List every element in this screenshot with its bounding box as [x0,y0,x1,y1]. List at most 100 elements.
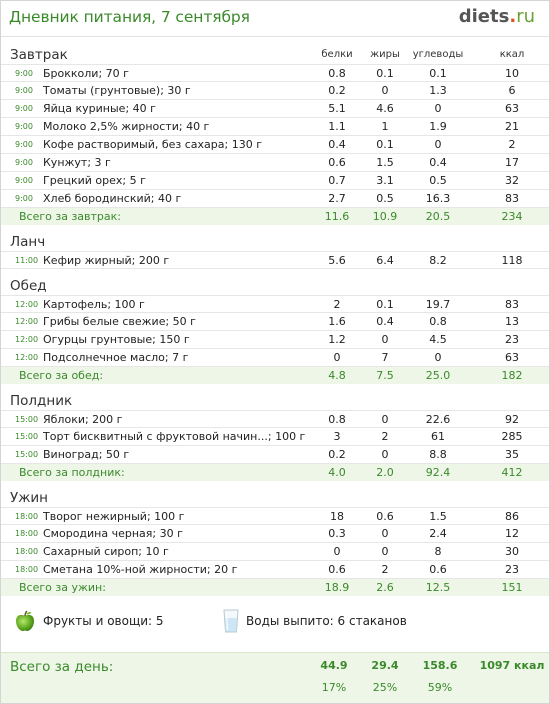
carbs-value: 1.9 [429,120,447,133]
protein-column-header: белки [321,49,353,60]
food-name[interactable]: Картофель; 100 г [43,298,145,311]
protein-value: 0.2 [328,448,346,461]
meal-total-row: Всего за ужин: 18.9 2.6 12.5 151 [1,579,549,596]
food-row[interactable]: 15:00 Виноград; 50 г 0.2 0 8.8 35 [1,446,549,464]
food-name[interactable]: Смородина черная; 30 г [43,527,183,540]
kcal-value: 2 [508,138,516,151]
header: Дневник питания, 7 сентября diets.ru [1,1,549,37]
food-name[interactable]: Молоко 2,5% жирности; 40 г [43,120,210,133]
page-title: Дневник питания, 7 сентября [9,8,250,26]
food-row[interactable]: 18:00 Сметана 10%-ной жирности; 20 г 0.6 2 0… [1,561,549,579]
kcal-value: 63 [505,351,519,364]
food-name[interactable]: Виноград; 50 г [43,448,130,461]
fruits-vegetables-count: Фрукты и овощи: 5 [43,614,164,628]
food-name[interactable]: Огурцы грунтовые; 150 г [43,333,190,346]
fat-column-header: жиры [370,49,400,60]
fat-value: 0.1 [376,298,394,311]
food-name[interactable]: Кунжут; 3 г [43,156,111,169]
fat-value: 6.4 [376,254,394,267]
meal-title: Завтрак [10,47,68,63]
meal-total-label: Всего за ужин: [19,581,106,594]
food-name[interactable]: Брокколи; 70 г [43,67,129,80]
total-kcal: 151 [501,581,523,594]
food-row[interactable]: 12:00 Грибы белые свежие; 50 г 1.6 0.4 0.8 13 [1,313,549,331]
food-name[interactable]: Грецкий орех; 5 г [43,174,146,187]
food-name[interactable]: Подсолнечное масло; 7 г [43,351,189,364]
protein-value: 0.7 [328,174,346,187]
fat-value: 1 [381,120,389,133]
day-total-protein: 44.9 [320,659,348,672]
food-name[interactable]: Хлеб бородинский; 40 г [43,192,182,205]
protein-value: 5.1 [328,102,346,115]
food-row[interactable]: 18:00 Сахарный сироп; 10 г 0 0 8 30 [1,543,549,561]
water-drunk-count: Воды выпито: 6 стаканов [246,614,407,628]
kcal-value: 6 [508,84,516,97]
meal-time: 18:00 [15,512,39,521]
carbs-value: 1.3 [429,84,447,97]
total-protein: 18.9 [324,581,350,594]
fat-value: 0 [381,413,389,426]
food-row[interactable]: 18:00 Творог нежирный; 100 г 18 0.6 1.5 86 [1,507,549,525]
kcal-value: 92 [505,413,519,426]
fat-value: 2 [381,430,389,443]
food-name[interactable]: Грибы белые свежие; 50 г [43,315,196,328]
kcal-value: 12 [505,527,519,540]
extras-row: Фрукты и овощи: 5 Воды выпито: 6 стакано… [1,607,549,637]
food-row[interactable]: 9:00 Кофе растворимый, без сахара; 130 г 0… [1,136,549,154]
fat-value: 0.6 [376,510,394,523]
logo-tld: ru [516,6,535,27]
meal-title: Ужин [10,490,48,506]
food-row[interactable]: 11:00 Кефир жирный; 200 г 5.6 6.4 8.2 118 [1,251,549,269]
food-name[interactable]: Творог нежирный; 100 г [43,510,185,523]
protein-value: 1.1 [328,120,346,133]
food-row[interactable]: 9:00 Яйца куриные; 40 г 5.1 4.6 0 63 [1,100,549,118]
carbs-value: 2.4 [429,527,447,540]
protein-value: 0.8 [328,67,346,80]
kcal-column-header: ккал [499,49,525,60]
food-name[interactable]: Кофе растворимый, без сахара; 130 г [43,138,262,151]
food-name[interactable]: Яблоки; 200 г [43,413,123,426]
food-row[interactable]: 15:00 Торт бисквитный с фруктовой начин..… [1,428,549,446]
protein-value: 0.8 [328,413,346,426]
kcal-value: 30 [505,545,519,558]
protein-value: 2 [333,298,341,311]
carbs-value: 0 [434,102,442,115]
food-name[interactable]: Томаты (грунтовые); 30 г [43,84,191,97]
meal-title: Полдник [10,393,73,409]
food-row[interactable]: 12:00 Картофель; 100 г 2 0.1 19.7 83 [1,295,549,313]
food-row[interactable]: 9:00 Брокколи; 70 г 0.8 0.1 0.1 10 [1,64,549,82]
food-row[interactable]: 9:00 Хлеб бородинский; 40 г 2.7 0.5 16.3 83 [1,190,549,208]
meal-time: 15:00 [15,432,39,441]
food-row[interactable]: 9:00 Кунжут; 3 г 0.6 1.5 0.4 17 [1,154,549,172]
food-row[interactable]: 15:00 Яблоки; 200 г 0.8 0 22.6 92 [1,410,549,428]
fat-value: 7 [381,351,389,364]
kcal-value: 17 [505,156,519,169]
food-name[interactable]: Яйца куриные; 40 г [43,102,156,115]
diets-logo[interactable]: diets.ru [459,6,535,27]
food-row[interactable]: 9:00 Томаты (грунтовые); 30 г 0.2 0 1.3 6 [1,82,549,100]
food-name[interactable]: Торт бисквитный с фруктовой начин...; 10… [43,430,306,443]
carbs-value: 0.5 [429,174,447,187]
water-glass-icon [223,609,239,633]
meal-section: Обед 12:00 Картофель; 100 г 2 0.1 19.7 83 12:00… [1,277,549,384]
food-name[interactable]: Сахарный сироп; 10 г [43,545,169,558]
day-total-fat: 29.4 [371,659,399,672]
food-row[interactable]: 12:00 Подсолнечное масло; 7 г 0 7 0 63 [1,349,549,367]
food-row[interactable]: 9:00 Молоко 2,5% жирности; 40 г 1.1 1 1.9 21 [1,118,549,136]
carbs-value: 0 [434,351,442,364]
food-name[interactable]: Сметана 10%-ной жирности; 20 г [43,563,238,576]
food-row[interactable]: 9:00 Грецкий орех; 5 г 0.7 3.1 0.5 32 [1,172,549,190]
meal-time: 12:00 [15,317,39,326]
food-row[interactable]: 18:00 Смородина черная; 30 г 0.3 0 2.4 12 [1,525,549,543]
protein-value: 18 [330,510,344,523]
carbs-value: 16.3 [425,192,451,205]
meal-time: 12:00 [15,353,39,362]
food-name[interactable]: Кефир жирный; 200 г [43,254,170,267]
kcal-value: 285 [501,430,523,443]
day-total-panel: Всего за день: 44.9 29.4 158.6 1097 ккал… [1,652,549,703]
total-fat: 7.5 [376,369,394,382]
fat-value: 0.4 [376,315,394,328]
food-row[interactable]: 12:00 Огурцы грунтовые; 150 г 1.2 0 4.5 23 [1,331,549,349]
meal-section: Ужин 18:00 Творог нежирный; 100 г 18 0.6 1.5 8… [1,489,549,596]
